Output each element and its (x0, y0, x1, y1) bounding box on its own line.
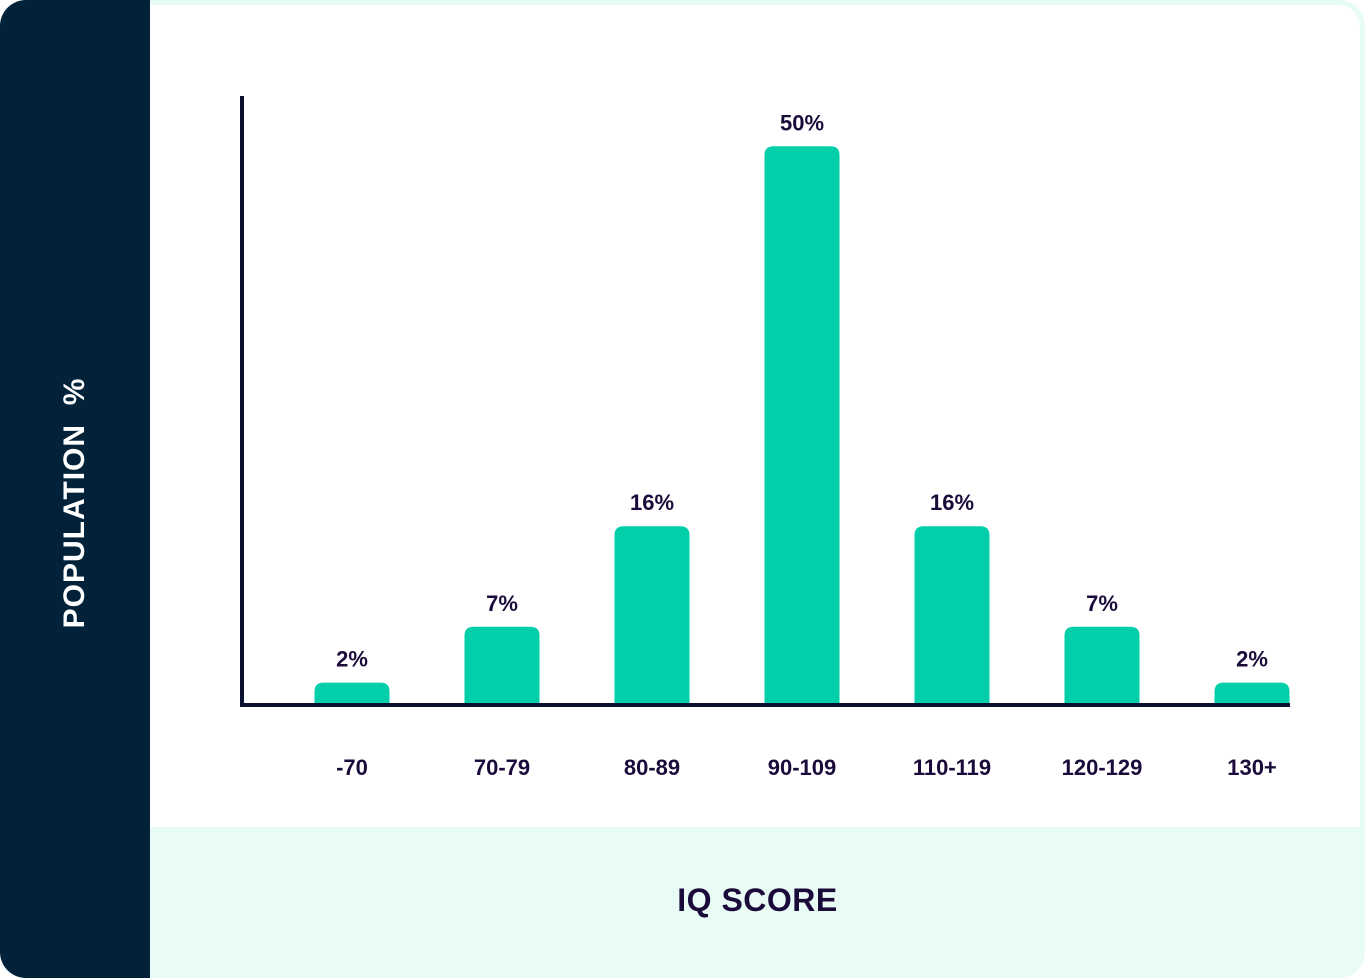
value-label: 7% (1086, 591, 1118, 616)
x-tick-label: 70-79 (474, 755, 530, 780)
value-label: 7% (486, 591, 518, 616)
bar-130+ (1214, 682, 1290, 705)
value-label: 2% (1236, 647, 1268, 672)
x-tick-label: -70 (336, 755, 368, 780)
value-label: 16% (930, 490, 974, 515)
bar-70-79 (464, 626, 540, 705)
x-tick-label: 80-89 (624, 755, 680, 780)
bar-80-89 (614, 526, 690, 705)
bar-90-109 (764, 146, 840, 705)
value-label: 50% (780, 110, 824, 135)
bar--70 (314, 682, 390, 705)
value-label: 2% (336, 647, 368, 672)
bar-120-129 (1064, 626, 1140, 705)
y-axis-panel (0, 0, 150, 978)
x-axis-title: IQ SCORE (677, 882, 838, 918)
value-label: 16% (630, 490, 674, 515)
x-tick-label: 130+ (1227, 755, 1277, 780)
x-tick-label: 120-129 (1062, 755, 1143, 780)
x-tick-label: 110-119 (913, 755, 991, 780)
x-tick-label: 90-109 (768, 755, 837, 780)
bar-110-119 (914, 526, 990, 705)
